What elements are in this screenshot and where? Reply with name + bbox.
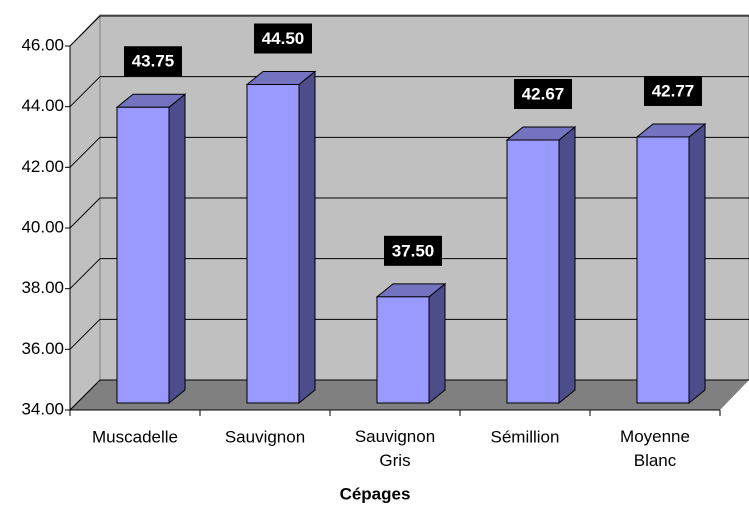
value-label-box — [384, 235, 442, 266]
y-tick-label: 46.00 — [21, 35, 64, 54]
value-label-box — [644, 75, 702, 106]
bar-side — [298, 70, 316, 405]
value-label-box — [124, 46, 182, 77]
grid-line — [69, 379, 101, 411]
x-tick-label: Moyenne Blanc — [620, 427, 690, 470]
y-tick-label: 38.00 — [21, 278, 64, 297]
value-label: 43.75 — [132, 52, 175, 71]
y-tick-label: 44.00 — [21, 96, 64, 115]
bar — [636, 136, 690, 404]
x-tick-label: Muscadelle — [92, 427, 178, 446]
value-label: 42.77 — [652, 81, 695, 100]
value-label-box — [514, 79, 572, 110]
grid-line — [69, 15, 101, 47]
grid-line — [69, 76, 101, 108]
bar — [376, 296, 430, 404]
value-label: 42.67 — [522, 84, 565, 103]
grid-line — [69, 197, 101, 229]
x-tick-label: Sémillion — [491, 427, 560, 446]
bar-side — [428, 282, 446, 405]
bar — [506, 139, 560, 404]
y-tick-label: 40.00 — [21, 217, 64, 236]
x-tick-label: Sauvignon Gris — [355, 427, 435, 470]
y-tick-label: 42.00 — [21, 157, 64, 176]
bar-side — [688, 122, 706, 405]
grid-line — [69, 258, 101, 290]
grid-line — [69, 318, 101, 350]
x-axis-title: Cépages — [340, 484, 411, 503]
bar — [246, 84, 300, 404]
value-label: 37.50 — [392, 241, 435, 260]
grid-line — [69, 136, 101, 168]
bar-side — [168, 93, 186, 405]
value-label-box — [254, 23, 312, 54]
y-tick-label: 36.00 — [21, 339, 64, 358]
y-tick-label: 34.00 — [21, 399, 64, 418]
value-label: 44.50 — [262, 29, 305, 48]
bar-side — [558, 125, 576, 405]
x-tick-label: Sauvignon — [225, 427, 305, 446]
bar — [116, 106, 170, 404]
